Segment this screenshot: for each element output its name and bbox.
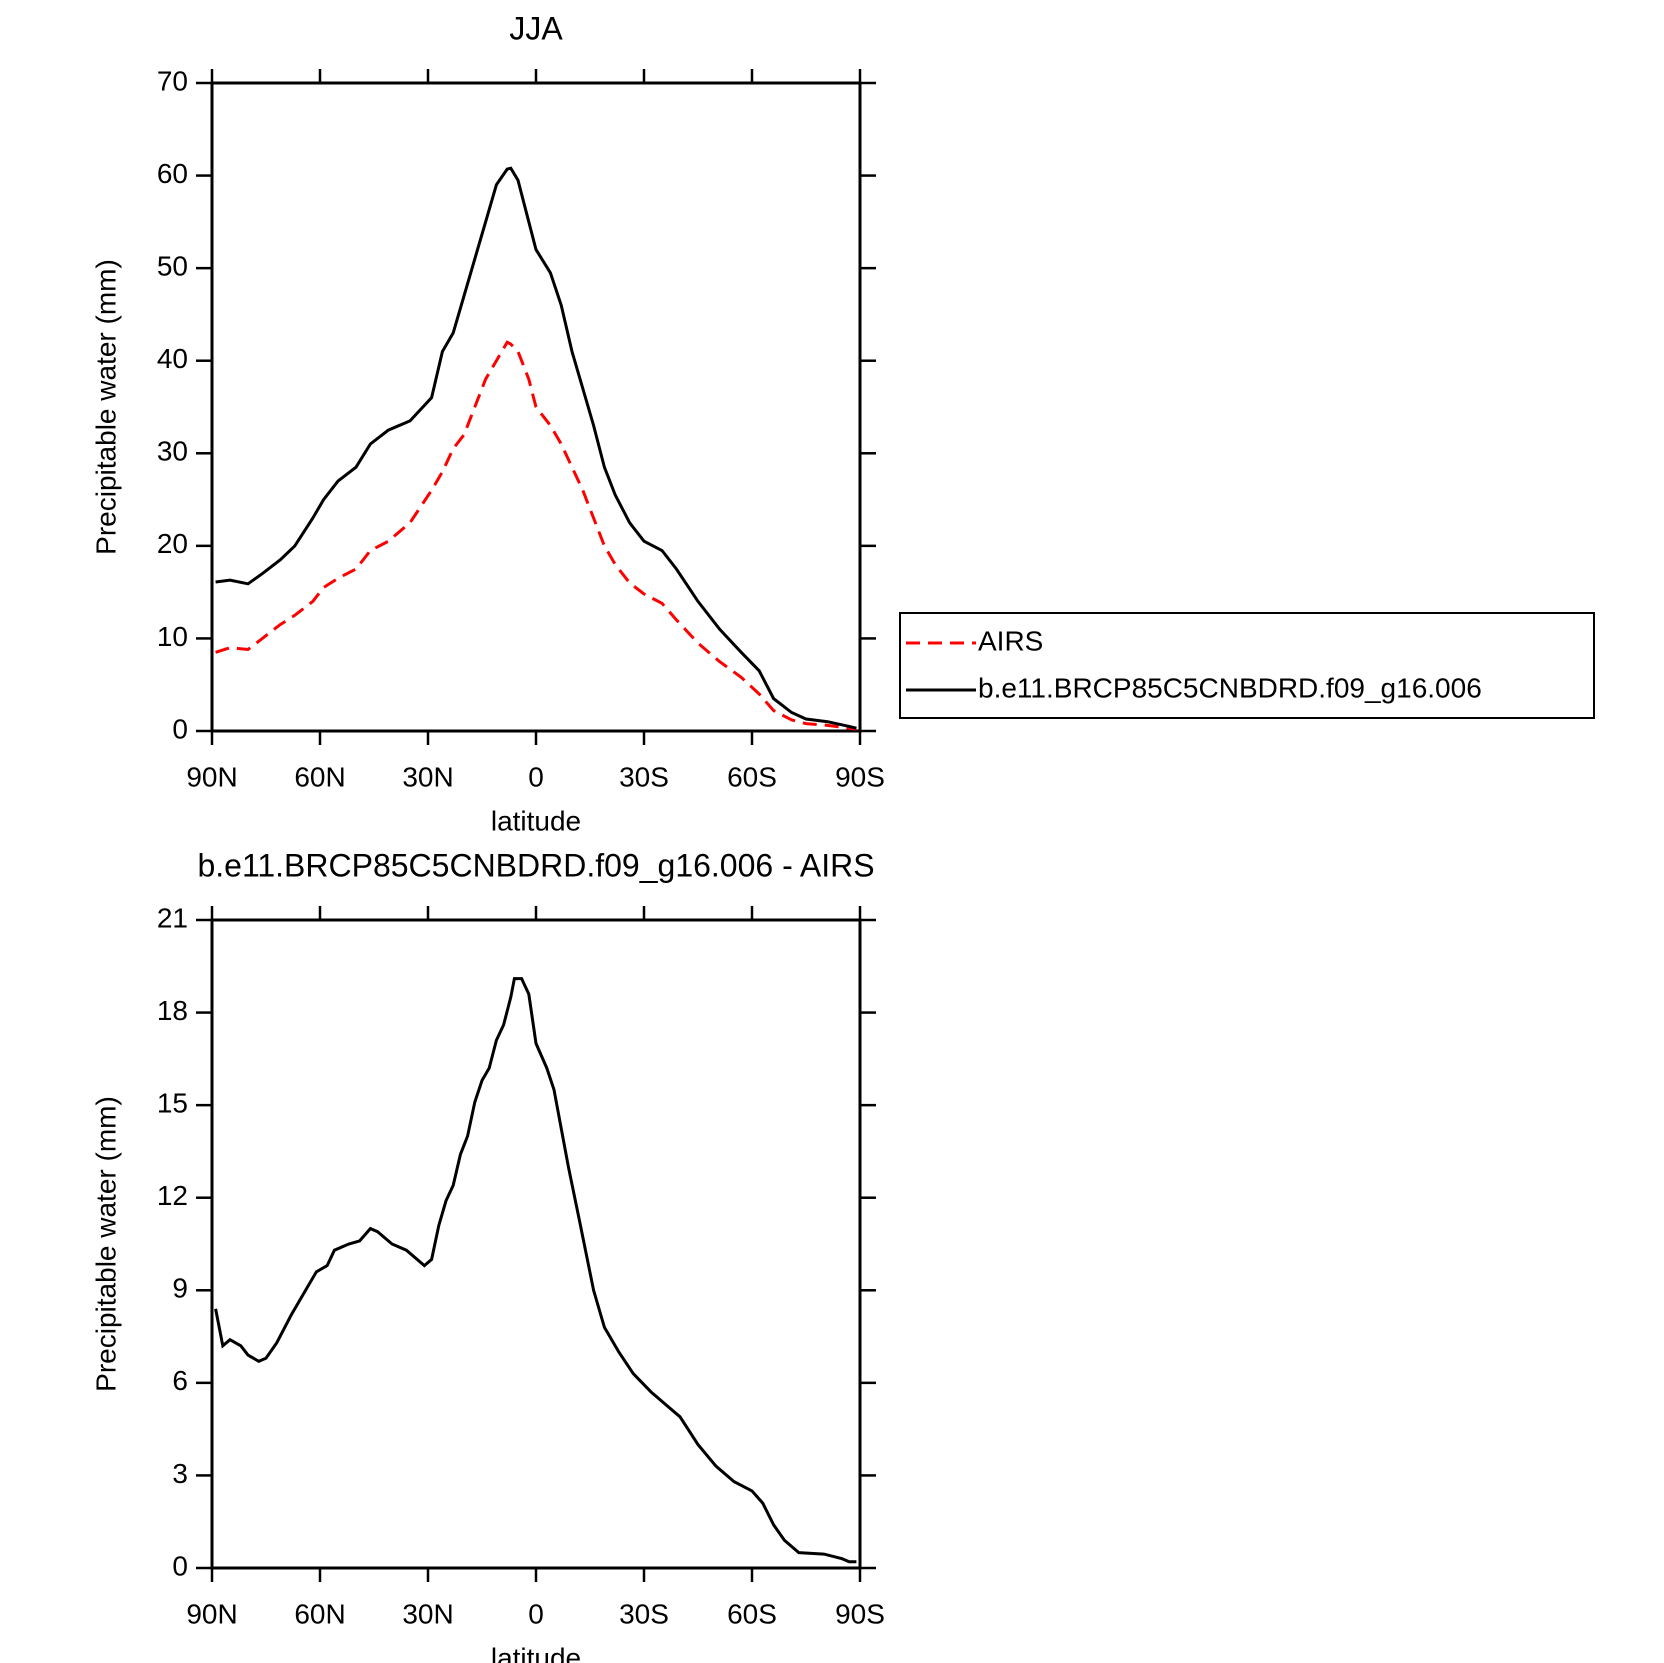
legend-label: b.e11.BRCP85C5CNBDRD.f09_g16.006 [978, 672, 1482, 703]
legend-box [899, 612, 1595, 719]
chart-title: JJA [509, 10, 563, 46]
y-tick-label: 18 [157, 995, 188, 1026]
x-tick-label: 60S [727, 761, 777, 792]
y-axis-label: Precipitable water (mm) [90, 259, 121, 555]
y-tick-label: 0 [172, 1550, 188, 1581]
x-tick-label: 0 [528, 1598, 544, 1629]
y-tick-label: 21 [157, 902, 188, 933]
x-tick-label: 60N [294, 1598, 345, 1629]
data-line [214, 977, 857, 1564]
data-line [215, 166, 857, 730]
y-tick-label: 3 [172, 1458, 188, 1489]
y-tick-label: 50 [157, 251, 188, 282]
x-tick-label: 60S [727, 1598, 777, 1629]
y-tick-label: 30 [157, 436, 188, 467]
x-tick-label: 30N [402, 761, 453, 792]
y-tick-label: 60 [157, 158, 188, 189]
y-tick-label: 12 [157, 1180, 188, 1211]
x-tick-label: 90S [835, 761, 885, 792]
y-tick-label: 9 [172, 1273, 188, 1304]
legend-label: AIRS [978, 625, 1043, 656]
x-tick-label: 90N [186, 761, 237, 792]
y-tick-label: 15 [157, 1088, 188, 1119]
data-line [215, 340, 857, 731]
x-axis-label: latitude [491, 1642, 581, 1663]
y-tick-label: 20 [157, 528, 188, 559]
x-tick-label: 0 [528, 761, 544, 792]
x-axis-label: latitude [491, 805, 581, 836]
y-tick-label: 10 [157, 621, 188, 652]
x-tick-label: 30S [619, 1598, 669, 1629]
y-tick-label: 70 [157, 65, 188, 96]
x-tick-label: 90S [835, 1598, 885, 1629]
y-tick-label: 0 [172, 713, 188, 744]
x-tick-label: 90N [186, 1598, 237, 1629]
y-tick-label: 6 [172, 1365, 188, 1396]
x-tick-label: 60N [294, 761, 345, 792]
y-axis-label: Precipitable water (mm) [90, 1096, 121, 1392]
plot-frame [210, 918, 862, 1570]
x-tick-label: 30N [402, 1598, 453, 1629]
chart-title: b.e11.BRCP85C5CNBDRD.f09_g16.006 - AIRS [197, 847, 874, 883]
x-tick-label: 30S [619, 761, 669, 792]
y-tick-label: 40 [157, 343, 188, 374]
